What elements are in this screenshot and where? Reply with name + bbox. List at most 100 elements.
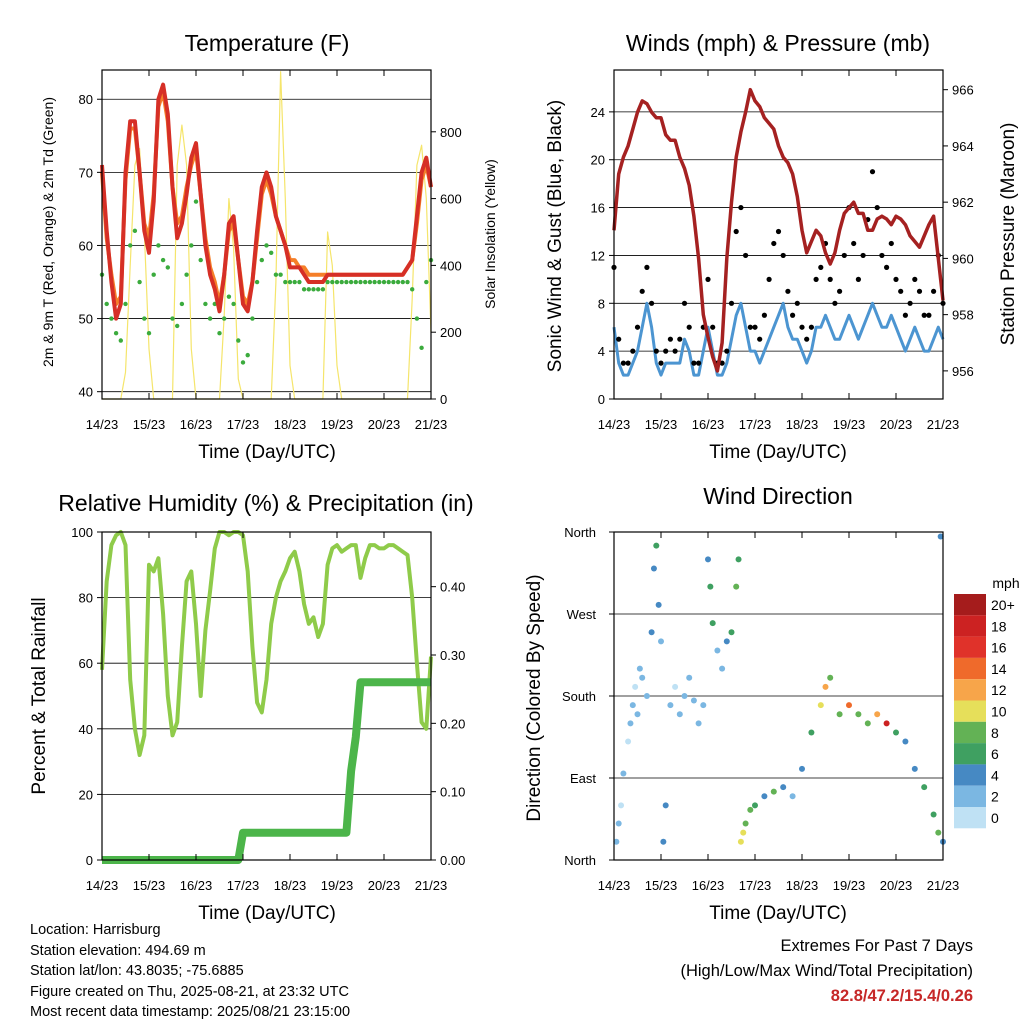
dewpoint-point bbox=[207, 316, 213, 321]
direction-xtick-label: 18/23 bbox=[786, 878, 819, 893]
wind-gust-point bbox=[926, 312, 932, 318]
dewpoint-point bbox=[189, 243, 194, 248]
precip-ytick-right-label: 0.40 bbox=[440, 580, 465, 595]
direction-point bbox=[817, 702, 824, 709]
solar-ytick-right-label: 0 bbox=[440, 392, 447, 407]
wind-gust-point bbox=[705, 276, 711, 282]
direction-xlabel: Time (Day/UTC) bbox=[709, 903, 847, 924]
temp-xtick-label: 15/23 bbox=[133, 417, 166, 432]
wind-gust-point bbox=[898, 288, 904, 294]
direction-xtick-label: 14/23 bbox=[598, 878, 631, 893]
wind-gust-point bbox=[649, 300, 655, 306]
wind-gust-point bbox=[827, 276, 833, 282]
wind-ytick-label: 20 bbox=[591, 153, 605, 168]
direction-panel: Wind Direction NorthEastSouthWestNorth14… bbox=[524, 483, 1020, 924]
wind-gust-point bbox=[747, 324, 753, 330]
dewpoint-point bbox=[146, 331, 152, 336]
rh-ytick-label: 0 bbox=[86, 853, 93, 868]
dewpoint-point bbox=[222, 316, 227, 321]
solar-ytick-right-label: 800 bbox=[440, 125, 462, 140]
direction-ytick-label: North bbox=[564, 525, 596, 540]
dewpoint-point bbox=[391, 279, 396, 285]
colorbar-label: 6 bbox=[991, 746, 999, 762]
dewpoint-point bbox=[137, 279, 142, 285]
pressure-ytick-right-label: 962 bbox=[952, 195, 974, 210]
wind-gust-point bbox=[893, 276, 899, 282]
dewpoint-point bbox=[386, 279, 391, 285]
direction-point bbox=[742, 820, 749, 827]
dewpoint-point bbox=[217, 331, 222, 336]
wind-gust-point bbox=[818, 264, 824, 270]
wind-xtick-label: 20/23 bbox=[880, 417, 913, 432]
dewpoint-point bbox=[184, 272, 189, 277]
wind-gust-point bbox=[794, 300, 800, 306]
wind-gust-point bbox=[799, 324, 805, 330]
wind-xtick-label: 18/23 bbox=[786, 417, 819, 432]
dewpoint-point bbox=[297, 279, 302, 285]
wind-gust-point bbox=[677, 336, 683, 342]
wind-gust-point bbox=[733, 228, 739, 235]
direction-point bbox=[634, 711, 641, 718]
direction-point bbox=[799, 765, 805, 772]
colorbar-swatch bbox=[954, 594, 986, 616]
direction-point bbox=[855, 711, 862, 718]
humidity-frame bbox=[101, 531, 432, 861]
solar-ytick-right-label: 200 bbox=[440, 325, 462, 340]
wind-ytick-label: 12 bbox=[591, 248, 605, 263]
winds-xlabel: Time (Day/UTC) bbox=[709, 442, 847, 463]
direction-point bbox=[667, 702, 674, 709]
dewpoint-point bbox=[104, 301, 109, 307]
rh-xtick-label: 16/23 bbox=[180, 878, 213, 893]
station-info: Location: Harrisburg Station elevation: … bbox=[30, 920, 350, 1023]
temp-xtick-label: 17/23 bbox=[227, 417, 260, 432]
direction-point bbox=[893, 729, 899, 736]
direction-point bbox=[695, 720, 702, 727]
dewpoint-point bbox=[245, 352, 250, 358]
wind-gust-point bbox=[766, 276, 772, 282]
wind-gust-point bbox=[663, 348, 669, 354]
direction-point bbox=[686, 674, 693, 681]
dewpoint-point bbox=[160, 257, 166, 263]
wind-gust-point bbox=[658, 360, 664, 366]
rh-xtick-label: 20/23 bbox=[368, 878, 401, 893]
wind-gust-point bbox=[808, 324, 815, 330]
direction-point bbox=[625, 738, 632, 745]
rh-xtick-label: 15/23 bbox=[133, 878, 166, 893]
precip-ytick-right-label: 0.00 bbox=[440, 853, 465, 868]
direction-xtick-label: 17/23 bbox=[739, 878, 772, 893]
direction-point bbox=[655, 601, 662, 608]
dewpoint-point bbox=[414, 316, 420, 321]
wind-gust-point bbox=[710, 324, 716, 330]
wind-gust-point bbox=[719, 360, 725, 366]
direction-point bbox=[752, 802, 758, 809]
rh-ytick-label: 40 bbox=[79, 722, 93, 737]
precipitation-line bbox=[102, 678, 431, 864]
direction-point bbox=[650, 565, 657, 572]
direction-point bbox=[930, 811, 937, 818]
wind-gust-point bbox=[696, 360, 702, 366]
humidity-xlabel: Time (Day/UTC) bbox=[198, 903, 336, 924]
wind-gust-point bbox=[653, 348, 659, 354]
direction-point bbox=[709, 620, 716, 627]
dewpoint-point bbox=[254, 279, 260, 285]
wind-gust-point bbox=[634, 324, 641, 330]
dewpoint-point bbox=[128, 243, 133, 248]
dewpoint-point bbox=[325, 279, 330, 285]
dewpoint-point bbox=[377, 279, 382, 285]
extremes-box: Extremes For Past 7 Days (High/Low/Max W… bbox=[680, 934, 973, 1009]
wind-ytick-label: 8 bbox=[598, 296, 605, 311]
wind-gust-point bbox=[860, 252, 866, 259]
wind-gust-point bbox=[620, 360, 627, 366]
rh-xtick-label: 19/23 bbox=[321, 878, 354, 893]
direction-ytick-label: South bbox=[562, 689, 596, 704]
wind-xtick-label: 15/23 bbox=[645, 417, 678, 432]
dewpoint-point bbox=[410, 287, 415, 292]
extremes-subtitle: (High/Low/Max Wind/Total Precipitation) bbox=[680, 962, 973, 980]
temperature-frame bbox=[101, 69, 432, 400]
direction-ytick-label: North bbox=[564, 853, 596, 868]
dewpoint-point bbox=[400, 279, 405, 285]
direction-point bbox=[658, 638, 664, 645]
direction-ytick-label: West bbox=[567, 607, 597, 622]
latest-timestamp: Most recent data timestamp: 2025/08/21 2… bbox=[30, 1004, 351, 1021]
direction-ytick-label: East bbox=[570, 771, 596, 786]
